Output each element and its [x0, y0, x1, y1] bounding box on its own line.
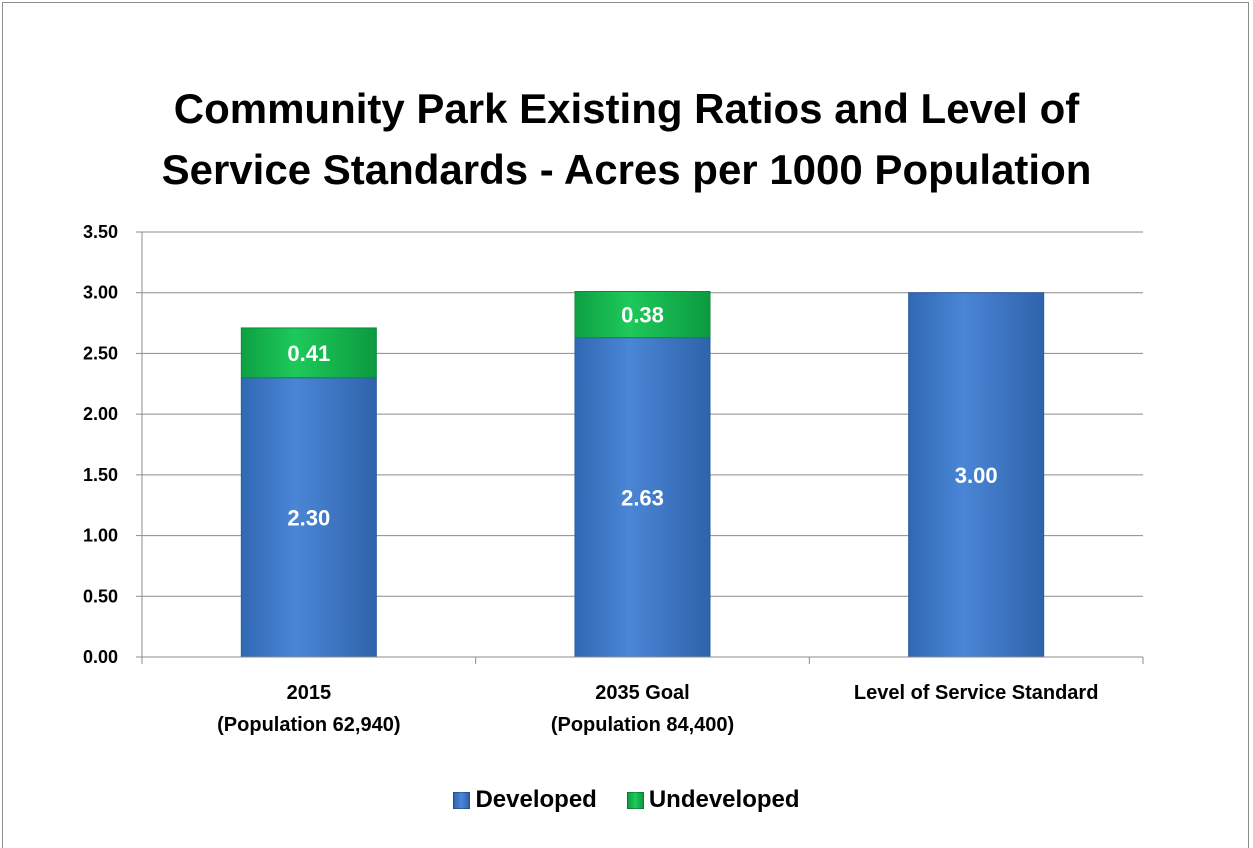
x-tick-label: 2015: [287, 682, 332, 704]
y-tick-label: 3.00: [83, 283, 118, 303]
y-axis: 0.00 0.50 1.00 1.50 2.00 2.50 3.00 3.50: [83, 222, 142, 667]
y-tick-label: 3.50: [83, 222, 118, 242]
y-tick-label: 2.00: [83, 404, 118, 424]
y-tick-label: 2.50: [83, 343, 118, 363]
y-tick-label: 1.00: [83, 526, 118, 546]
y-tick-label: 1.50: [83, 465, 118, 485]
bars: 2.30 0.41 2.63 0.38 3.00: [241, 292, 1043, 658]
legend-item-undeveloped: Undeveloped: [627, 786, 800, 814]
x-tick-label: Level of Service Standard: [854, 682, 1099, 704]
data-label: 0.41: [287, 341, 330, 366]
legend-label-developed: Developed: [475, 786, 596, 814]
y-tick-label: 0.50: [83, 586, 118, 606]
x-tick-label: 2035 Goal: [595, 682, 690, 704]
data-label: 2.30: [287, 505, 330, 530]
legend: Developed Undeveloped: [0, 786, 1253, 814]
x-axis: 2015 (Population 62,940) 2035 Goal (Populat…: [142, 657, 1143, 736]
legend-swatch-developed: [453, 792, 470, 809]
legend-swatch-undeveloped: [627, 792, 644, 809]
x-tick-label: (Population 84,400): [551, 714, 734, 736]
x-tick-label: (Population 62,940): [217, 714, 400, 736]
data-label: 2.63: [621, 485, 664, 510]
legend-label-undeveloped: Undeveloped: [649, 786, 800, 814]
data-label: 3.00: [955, 463, 998, 488]
legend-item-developed: Developed: [453, 786, 596, 814]
data-label: 0.38: [621, 303, 664, 328]
y-tick-label: 0.00: [83, 647, 118, 667]
